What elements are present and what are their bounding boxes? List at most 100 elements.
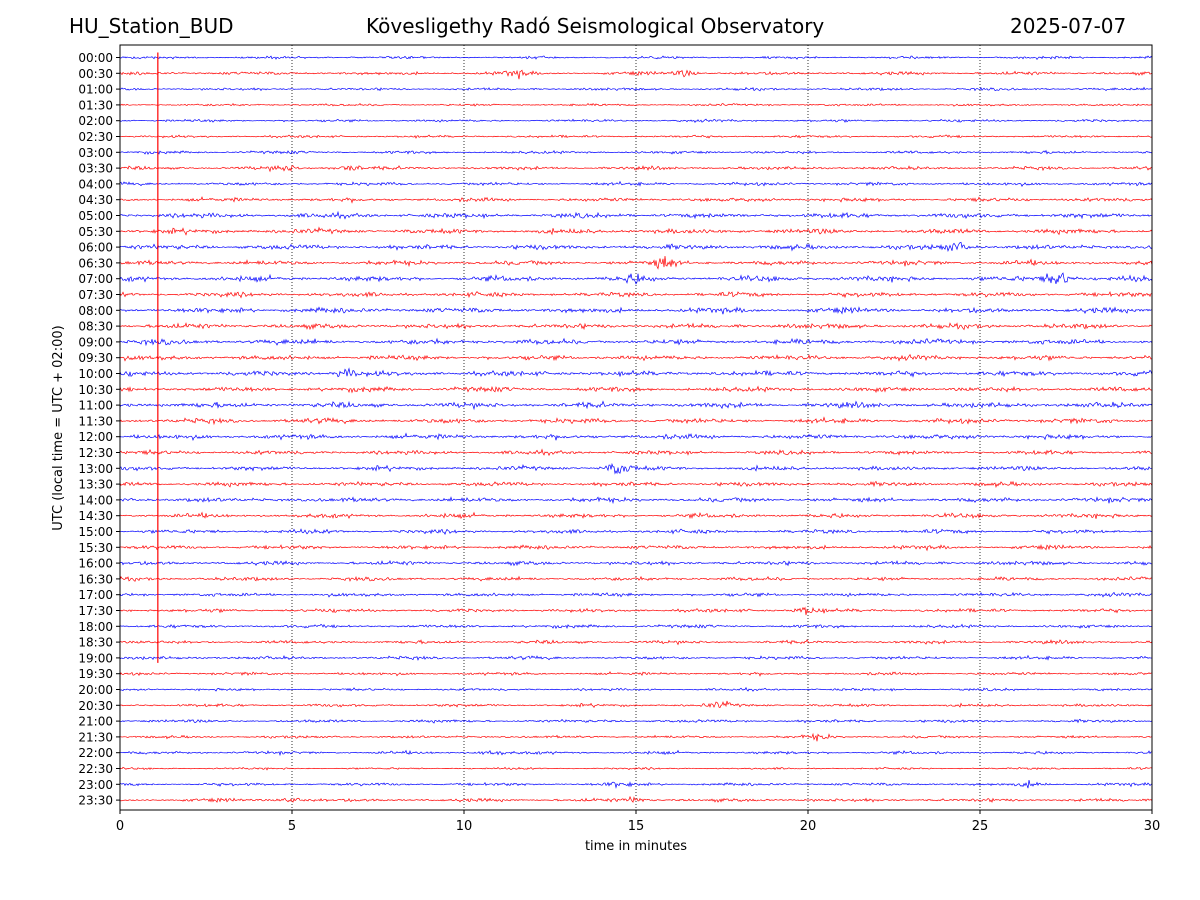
trace-1430 [119, 511, 1153, 520]
trace-0030 [119, 69, 1153, 80]
station-label: HU_Station_BUD [69, 14, 234, 38]
trace-2230 [119, 766, 1153, 771]
y-tick-label-1830: 18:30 [78, 636, 113, 650]
date-label: 2025-07-07 [1010, 14, 1127, 38]
trace-1330 [119, 480, 1153, 489]
trace-1900 [119, 654, 1153, 661]
y-tick-label-1330: 13:30 [78, 478, 113, 492]
x-tick-label-30: 30 [1144, 819, 1161, 834]
trace-1200 [119, 432, 1153, 442]
y-tick-label-0930: 09:30 [78, 351, 113, 365]
trace-2130 [119, 732, 1153, 742]
x-tick-label-5: 5 [288, 819, 296, 834]
y-tick-label-1100: 11:00 [78, 399, 113, 413]
trace-2000 [119, 686, 1153, 692]
y-tick-label-1230: 12:30 [78, 446, 113, 460]
y-tick-label-0800: 08:00 [78, 304, 113, 318]
y-tick-label-0600: 06:00 [78, 241, 113, 255]
y-tick-label-1900: 19:00 [78, 651, 113, 665]
y-tick-label-1000: 10:00 [78, 367, 113, 381]
y-tick-label-0500: 05:00 [78, 209, 113, 223]
y-tick-label-1600: 16:00 [78, 557, 113, 571]
y-tick-label-0030: 00:30 [78, 67, 113, 81]
x-axis: 0 5 10 15 20 25 30 [116, 810, 1160, 834]
y-tick-label-2100: 21:00 [78, 715, 113, 729]
x-tick-label-0: 0 [116, 819, 124, 834]
y-tick-label-1300: 13:00 [78, 462, 113, 476]
trace-1230 [119, 448, 1153, 457]
y-tick-label-0430: 04:30 [78, 193, 113, 207]
trace-0630 [119, 256, 1153, 270]
x-tick-label-10: 10 [456, 819, 473, 834]
y-tick-label-0630: 06:30 [78, 256, 113, 270]
trace-1500 [119, 528, 1153, 536]
y-tick-label-0300: 03:00 [78, 146, 113, 160]
x-tick-label-25: 25 [972, 819, 989, 834]
trace-0300 [119, 149, 1153, 155]
y-tick-label-0900: 09:00 [78, 335, 113, 349]
y-tick-label-0730: 07:30 [78, 288, 113, 302]
trace-0900 [119, 337, 1153, 347]
y-tick-label-2000: 20:00 [78, 683, 113, 697]
trace-1830 [119, 639, 1153, 646]
trace-1600 [119, 559, 1153, 567]
y-tick-label-1030: 10:30 [78, 383, 113, 397]
y-tick-label-1700: 17:00 [78, 588, 113, 602]
trace-0130 [119, 102, 1153, 107]
trace-1530 [119, 544, 1153, 552]
x-tick-label-15: 15 [628, 819, 645, 834]
y-tick-label-0400: 04:00 [78, 177, 113, 191]
traces [119, 52, 1153, 803]
trace-1300 [119, 462, 1153, 475]
y-tick-label-1500: 15:00 [78, 525, 113, 539]
trace-1800 [119, 623, 1153, 630]
trace-0530 [119, 226, 1153, 236]
trace-0500 [119, 210, 1153, 220]
gridlines [291, 45, 981, 810]
y-tick-label-1630: 16:30 [78, 572, 113, 586]
y-tick-label-2030: 20:30 [78, 699, 113, 713]
y-tick-label-1200: 12:00 [78, 430, 113, 444]
y-tick-label-1130: 11:30 [78, 414, 113, 428]
y-tick-label-1730: 17:30 [78, 604, 113, 618]
trace-1630 [119, 575, 1153, 582]
y-tick-label-2330: 23:30 [78, 794, 113, 808]
y-tick-label-1400: 14:00 [78, 493, 113, 507]
trace-0700 [119, 272, 1153, 285]
x-axis-label: time in minutes [585, 839, 687, 854]
chart-title: Kövesligethy Radó Seismological Observat… [366, 14, 825, 38]
trace-0800 [119, 306, 1153, 315]
trace-2200 [119, 749, 1153, 757]
y-tick-label-0330: 03:30 [78, 162, 113, 176]
y-tick-label-0200: 02:00 [78, 114, 113, 128]
y-tick-label-0230: 02:30 [78, 130, 113, 144]
y-axis-label: UTC (local time = UTC + 02:00) [51, 325, 66, 530]
y-tick-label-1530: 15:30 [78, 541, 113, 555]
y-tick-label-0130: 01:30 [78, 98, 113, 112]
y-tick-label-1930: 19:30 [78, 667, 113, 681]
trace-0000 [119, 55, 1153, 61]
y-tick-label-1800: 18:00 [78, 620, 113, 634]
y-tick-label-1430: 14:30 [78, 509, 113, 523]
trace-0430 [119, 196, 1153, 204]
trace-2330 [119, 795, 1153, 803]
trace-2100 [119, 718, 1153, 724]
x-tick-label-20: 20 [800, 819, 817, 834]
trace-0400 [119, 180, 1153, 187]
trace-1700 [119, 591, 1153, 598]
y-tick-label-2200: 22:00 [78, 746, 113, 760]
trace-1100 [119, 400, 1153, 411]
y-tick-label-0000: 00:00 [78, 51, 113, 65]
trace-0830 [119, 322, 1153, 331]
y-tick-label-2300: 23:00 [78, 778, 113, 792]
trace-2030 [119, 700, 1153, 709]
trace-0230 [119, 134, 1153, 139]
trace-0100 [119, 86, 1153, 92]
y-tick-label-0830: 08:30 [78, 320, 113, 334]
trace-1030 [119, 385, 1153, 394]
y-tick-label-0530: 05:30 [78, 225, 113, 239]
trace-0730 [119, 291, 1153, 299]
y-tick-label-2230: 22:30 [78, 762, 113, 776]
trace-1400 [119, 496, 1153, 505]
